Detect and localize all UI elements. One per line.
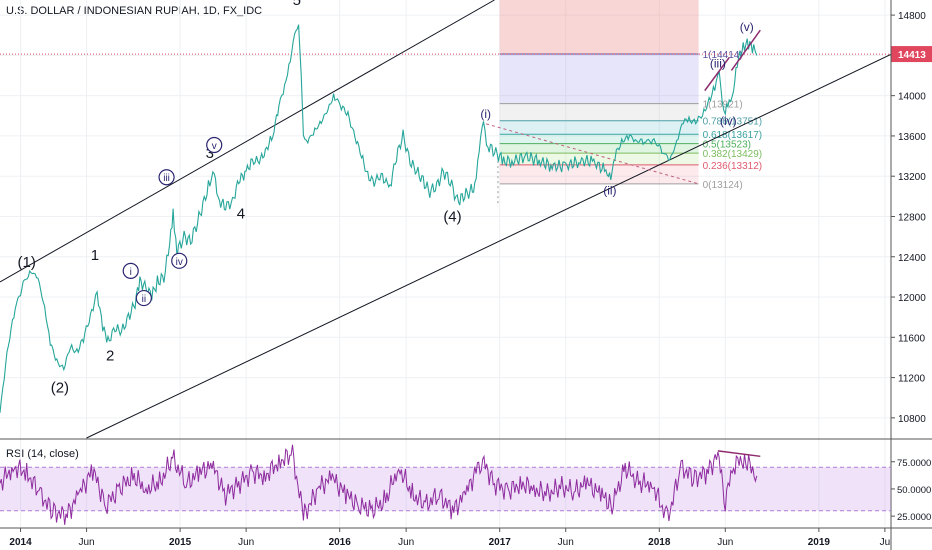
wave-iii-trend-line [704, 56, 730, 92]
price-series-line[interactable] [0, 24, 758, 413]
rsi-y-tick-label: 75.0000 [897, 458, 931, 469]
wave-label: 5 [293, 0, 301, 9]
wave-label: (ii) [603, 183, 616, 197]
y-tick-label: 12800 [898, 212, 926, 223]
x-tick-label: 2018 [648, 537, 671, 548]
rsi-y-tick-label: 25.0000 [897, 512, 931, 523]
y-tick-label: 12400 [898, 253, 926, 264]
fib-level-label: 0.618(13617) [703, 130, 763, 141]
fib-zone [499, 153, 699, 165]
y-tick-label: 14000 [898, 92, 926, 103]
fib-zone [499, 143, 699, 154]
x-tick-label: 2014 [9, 537, 32, 548]
wave-label: (1) [17, 254, 35, 271]
lower-channel-line [86, 53, 892, 439]
wave-label: (v) [740, 20, 754, 34]
wave-label: v [212, 141, 217, 152]
x-tick-label: Ju [880, 537, 891, 548]
wave-label: (iv) [720, 114, 737, 128]
fib-zone [499, 103, 699, 121]
wave-label: 1 [91, 247, 99, 264]
fib-level-label: 1(14414) [703, 50, 743, 61]
wave-label: iii [163, 173, 170, 184]
rsi-divergence-line [717, 450, 761, 458]
dashed-projection-line [486, 123, 699, 185]
fib-zone [499, 164, 699, 184]
x-tick-label: 2019 [808, 537, 831, 548]
wave-label: i [130, 267, 132, 278]
wave-label: (2) [51, 380, 69, 397]
wave-label: (i) [480, 107, 491, 121]
rsi-title: RSI (14, close) [6, 448, 79, 460]
fib-zone [499, 53, 699, 104]
rsi-y-tick-label: 50.0000 [897, 485, 931, 496]
x-tick-label: Jun [717, 537, 733, 548]
wave-label-circle [158, 169, 175, 186]
y-tick-label: 11200 [898, 374, 926, 385]
fib-zone-upper [499, 0, 699, 54]
fib-level-label: 0(13124) [703, 180, 743, 191]
fib-level-label: 0.786(13751) [703, 117, 763, 128]
wave-label-circle [135, 289, 152, 307]
fib-level-label: 0.236(13312) [703, 161, 763, 172]
wave-v-trend-line [730, 29, 761, 71]
y-tick-label: 13600 [898, 132, 926, 143]
x-tick-label: 2015 [169, 537, 192, 548]
y-tick-label: 10800 [898, 414, 926, 425]
wave-label: (iii) [710, 56, 726, 70]
fib-level-label: 0.5(13523) [703, 140, 751, 151]
wave-label-circle [122, 262, 139, 279]
wave-label-circle [171, 252, 188, 269]
rsi-series-line[interactable] [0, 444, 758, 525]
x-tick-label: Jun [79, 537, 95, 548]
wave-label: (4) [443, 209, 461, 226]
x-tick-label: 2017 [489, 537, 512, 548]
current-price-label: 14413 [898, 50, 926, 61]
x-tick-label: Jun [558, 537, 574, 548]
wave-label: ii [142, 294, 146, 305]
fib-level-label: 0.382(13429) [703, 149, 763, 160]
upper-channel-line [0, 0, 495, 283]
wave-label: iv [176, 257, 183, 268]
current-price-badge [891, 46, 932, 63]
wave-label: 4 [237, 205, 245, 222]
wave-label: 3 [206, 145, 214, 162]
y-tick-label: 12000 [898, 293, 926, 304]
wave-label: 2 [106, 347, 114, 364]
y-tick-label: 11600 [898, 333, 926, 344]
fib-zone [499, 120, 699, 135]
x-tick-label: Jun [398, 537, 414, 548]
x-tick-label: Jun [238, 537, 254, 548]
y-tick-label: 13200 [898, 172, 926, 183]
fib-zone [499, 134, 699, 144]
chart-title: U.S. DOLLAR / INDONESIAN RUPIAH, 1D, FX_… [6, 5, 263, 17]
y-tick-label: 14800 [898, 11, 926, 22]
x-tick-label: 2016 [329, 537, 352, 548]
wave-label-circle [206, 136, 223, 154]
